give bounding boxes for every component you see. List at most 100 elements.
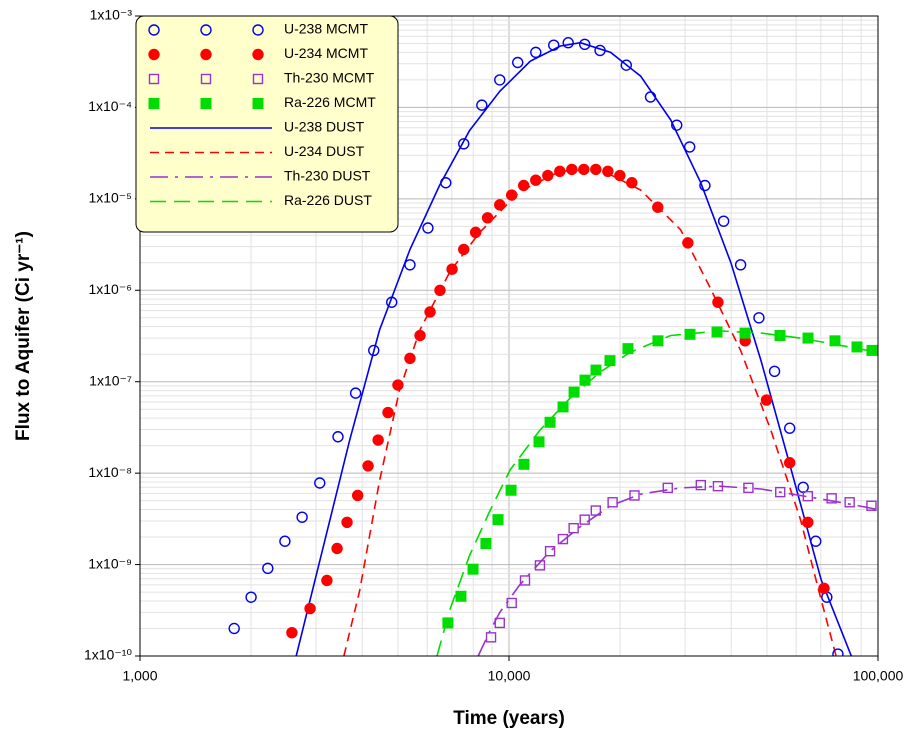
y-tick-label: 1x10⁻³ (90, 7, 133, 23)
data-point (626, 177, 638, 189)
data-point (851, 341, 863, 353)
y-tick-label: 1x10⁻⁸ (88, 464, 132, 480)
data-point (542, 169, 554, 182)
data-point (568, 522, 579, 534)
x-tick-label: 10,000 (488, 668, 531, 684)
data-point (544, 416, 556, 428)
legend-box (135, 15, 399, 233)
data-point (810, 535, 822, 547)
data-point (590, 364, 602, 376)
data-point (533, 436, 545, 448)
data-point (826, 493, 837, 504)
data-point (296, 511, 308, 523)
data-point (607, 497, 618, 508)
data-point (494, 199, 506, 211)
data-point (662, 482, 673, 494)
data-point (372, 434, 384, 446)
data-point (829, 335, 841, 347)
data-point (768, 365, 781, 377)
data-point (485, 632, 497, 643)
legend-label: U-238 MCMT (284, 21, 368, 37)
data-point (519, 575, 531, 586)
y-tick-label: 1x10⁻⁵ (88, 190, 132, 206)
data-point (351, 489, 364, 502)
data-point (492, 514, 504, 526)
data-point (712, 296, 724, 308)
legend-label: Ra-226 DUST (284, 192, 372, 208)
data-point (494, 617, 505, 629)
legend-marker (200, 48, 212, 61)
data-point (304, 602, 316, 615)
legend-marker (148, 73, 160, 85)
data-point (382, 406, 394, 419)
data-point (557, 401, 569, 413)
data-point (386, 296, 398, 308)
data-point (481, 212, 494, 224)
data-point (652, 335, 664, 347)
data-point (458, 243, 470, 256)
x-tick-label: 100,000 (853, 668, 904, 684)
data-point (775, 486, 786, 498)
data-point (652, 201, 664, 213)
data-point (424, 306, 436, 318)
y-tick-label: 1x10⁻⁶ (88, 281, 132, 297)
data-point (784, 457, 796, 469)
data-point (562, 37, 574, 49)
data-point (774, 330, 786, 342)
series-line (295, 41, 853, 656)
data-point (530, 46, 542, 59)
data-point (469, 226, 482, 239)
data-point (467, 563, 479, 575)
data-point (590, 505, 602, 516)
x-axis-title: Time (years) (453, 708, 565, 729)
data-point (712, 480, 724, 492)
data-point (602, 165, 614, 178)
data-point (362, 460, 374, 472)
data-point (684, 328, 696, 340)
data-point (434, 284, 446, 296)
data-point (286, 626, 298, 639)
data-point (579, 38, 591, 51)
data-point (866, 500, 877, 511)
data-point (818, 582, 830, 595)
data-point (671, 119, 683, 131)
data-point (262, 562, 274, 575)
data-point (579, 374, 591, 386)
data-point (404, 259, 416, 271)
data-point (644, 91, 657, 103)
data-point (458, 138, 470, 150)
data-point (699, 179, 711, 192)
x-tick-label: 1,000 (122, 668, 157, 684)
data-point (683, 141, 696, 153)
data-point (534, 560, 546, 571)
data-point (321, 574, 333, 587)
data-point (629, 490, 640, 501)
legend-marker (148, 98, 160, 109)
legend-marker (252, 48, 264, 61)
data-point (784, 422, 796, 434)
data-point (717, 215, 730, 227)
legend-marker (200, 73, 212, 85)
plot-area (228, 37, 878, 656)
legend-label: Ra-226 MCMT (284, 94, 376, 110)
data-point (455, 590, 467, 602)
data-point (579, 514, 590, 525)
data-point (530, 174, 542, 186)
data-point (544, 546, 556, 557)
data-point (711, 326, 723, 338)
data-point (480, 538, 492, 550)
legend-label: U-234 DUST (284, 143, 365, 159)
data-point (554, 165, 566, 178)
data-point (349, 387, 362, 399)
legend-marker (148, 24, 160, 36)
y-tick-label: 1x10⁻⁹ (88, 555, 132, 571)
y-tick-label: 1x10⁻⁴ (88, 98, 132, 114)
data-point (557, 533, 569, 545)
data-point (228, 622, 240, 635)
legend-label: Th-230 DUST (284, 168, 371, 184)
data-point (442, 617, 454, 629)
data-point (476, 99, 488, 111)
data-point (414, 329, 426, 342)
data-point (566, 163, 578, 176)
data-point (594, 44, 606, 57)
